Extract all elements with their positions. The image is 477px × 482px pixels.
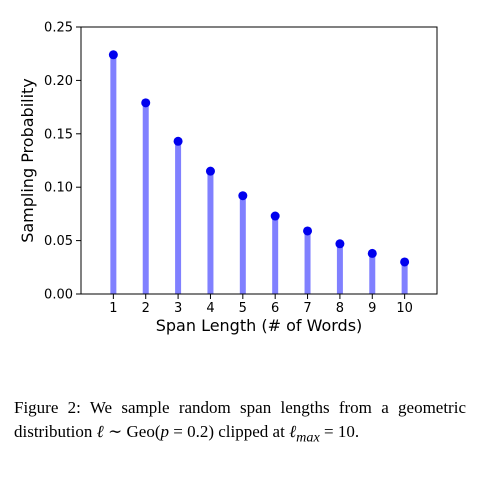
stem-marker-3 (173, 136, 183, 146)
caption-math-dist: ℓ ∼ Geo(p = 0.2) (96, 422, 219, 441)
x-tick-label: 4 (206, 301, 214, 316)
stem-marker-6 (270, 211, 280, 221)
stem-marker-1 (108, 50, 118, 60)
stem-marker-9 (367, 248, 377, 258)
caption-geo: Geo (126, 422, 155, 441)
caption-tilde: ∼ (108, 422, 123, 441)
stem-markers (108, 50, 410, 267)
y-tick-label: 0.10 (44, 181, 73, 196)
caption-prefix: Figure 2: We sample random span lengths … (14, 398, 466, 441)
y-axis-title: Sampling Probability (18, 78, 37, 243)
x-tick-label: 8 (336, 301, 344, 316)
y-tick-label: 0.25 (44, 21, 73, 36)
caption-max-sub: max (296, 429, 320, 446)
y-tick-label: 0.05 (44, 234, 73, 249)
stem-marker-5 (238, 191, 248, 201)
stem-lines (110, 54, 408, 294)
x-tick-label: 2 (142, 301, 150, 316)
x-tick-label: 6 (271, 301, 279, 316)
caption-middle: clipped at (218, 422, 285, 441)
x-tick-label: 10 (396, 301, 413, 316)
stem-marker-4 (205, 166, 215, 176)
caption-ell: ℓ (96, 422, 104, 441)
x-tick-label: 5 (239, 301, 247, 316)
x-axis-title: Span Length (# of Words) (156, 316, 363, 335)
x-tick-label: 7 (303, 301, 311, 316)
y-axis-ticks: 0.00 0.05 0.10 0.15 0.20 0.25 (44, 21, 81, 303)
x-axis-ticks: 1 2 3 4 5 6 7 8 9 10 (109, 294, 413, 316)
x-tick-label: 3 (174, 301, 182, 316)
x-tick-label: 1 (109, 301, 117, 316)
plot-frame (80, 26, 438, 295)
stem-marker-8 (335, 239, 345, 249)
y-tick-label: 0.20 (44, 74, 73, 89)
y-tick-label: 0.15 (44, 127, 73, 142)
caption-math-max: ℓmax = 10 (289, 422, 355, 445)
caption-equals: = (173, 422, 183, 441)
figure-caption: Figure 2: We sample random span lengths … (14, 396, 466, 449)
stem-marker-2 (141, 98, 151, 108)
stem-chart: 0.00 0.05 0.10 0.15 0.20 0.25 1 2 3 4 5 6 7 8 9 10 Spa… (18, 21, 438, 335)
caption-param: p (160, 422, 170, 441)
stem-marker-7 (303, 226, 313, 236)
y-tick-label: 0.00 (44, 288, 73, 303)
caption-end: . (354, 422, 360, 441)
stem-marker-10 (400, 257, 410, 267)
caption-max-symbol: ℓ (289, 422, 297, 441)
caption-param-value: 0.2 (187, 422, 209, 441)
caption-max-value: 10 (337, 422, 355, 441)
caption-max-equals: = (324, 422, 334, 441)
x-tick-label: 9 (368, 301, 376, 316)
